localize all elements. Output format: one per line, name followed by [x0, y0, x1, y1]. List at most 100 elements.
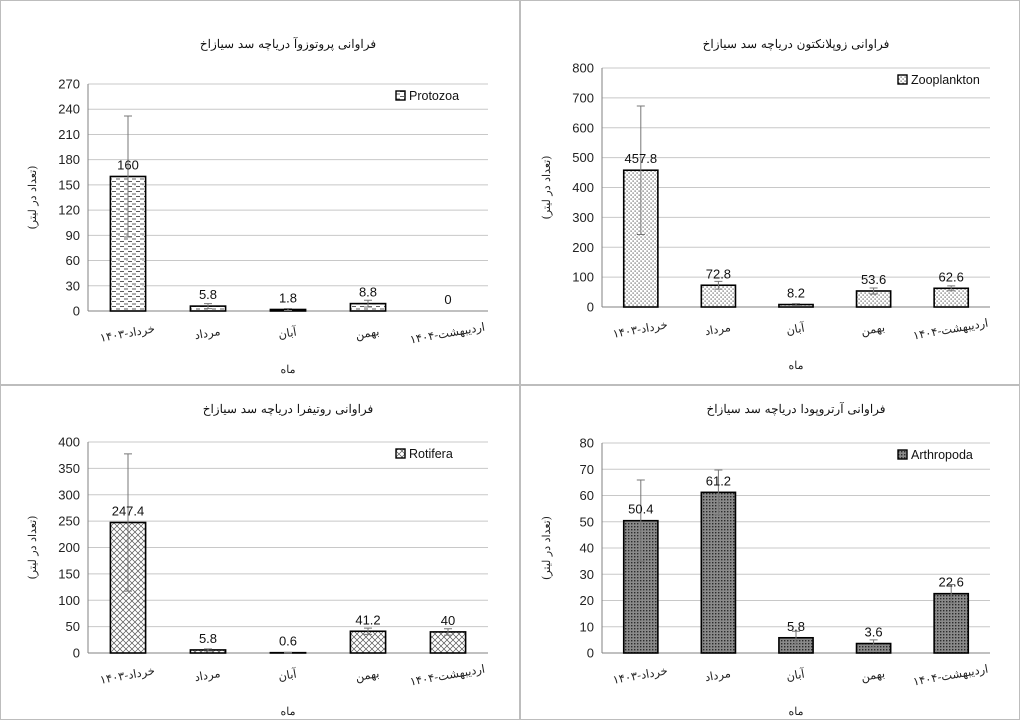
arthropoda-chart-svg: فراوانی آرتروپودا دریاچه سد سیازاخ 0 10 20 3… [520, 385, 1020, 720]
protozoa-chart-panel: فراوانی پروتوزوآ دریاچه سد سیازاخ 0 30 60 90… [0, 0, 520, 385]
x-tick-label: بهمن [354, 666, 380, 684]
legend-label: Rotifera [409, 447, 453, 461]
y-tick-label: 250 [58, 514, 80, 529]
error-bar [714, 469, 723, 516]
y-tick-label: 600 [572, 120, 594, 135]
zooplankton-chart-panel: فراوانی زوپلانکتون دریاچه سد سیازاخ 0 100 2… [520, 0, 1020, 385]
legend-swatch [395, 448, 406, 459]
y-axis-title: (تعداد در لیتر) [26, 516, 39, 580]
y-tick-label: 20 [580, 593, 594, 608]
arthropoda-chart-panel: فراوانی آرتروپودا دریاچه سد سیازاخ 0 10 20 3… [520, 385, 1020, 720]
error-bar [947, 285, 956, 292]
y-tick-label: 30 [66, 278, 80, 293]
x-tick-label: مرداد [704, 320, 732, 338]
y-tick-label: 100 [58, 593, 80, 608]
y-tick-label: 0 [73, 646, 80, 661]
data-label: 0.6 [279, 634, 297, 649]
x-tick-label: بهمن [354, 324, 380, 342]
error-bar [444, 628, 452, 636]
data-label: 53.6 [861, 272, 886, 287]
error-bar [792, 303, 800, 306]
y-tick-label: 180 [58, 152, 80, 167]
error-bar [364, 627, 372, 635]
data-label: 61.2 [706, 473, 731, 488]
error-bar [204, 648, 212, 652]
y-tick-label: 500 [572, 150, 594, 165]
y-tick-label: 400 [58, 435, 80, 450]
x-tick-label: اردیبهشت-۱۴۰۴ [912, 662, 989, 689]
rotifera-chart-panel: فراوانی روتیفرا دریاچه سد سیازاخ 0 50 100 15… [0, 385, 520, 720]
x-axis-title: ماه [788, 705, 803, 718]
y-tick-label: 40 [580, 541, 594, 556]
y-tick-label: 270 [58, 77, 80, 92]
y-tick-label: 50 [66, 619, 80, 634]
x-tick-label: اردیبهشت-۱۴۰۴ [409, 662, 486, 689]
y-tick-label: 120 [58, 203, 80, 218]
data-label: 1.8 [279, 290, 297, 305]
chart-title: فراوانی آرتروپودا دریاچه سد سیازاخ [706, 401, 885, 416]
data-label: 5.8 [787, 619, 805, 634]
legend-swatch [897, 74, 908, 85]
y-tick-label: 700 [572, 90, 594, 105]
error-bar [284, 307, 292, 311]
data-label: 41.2 [355, 612, 380, 627]
legend-label: Arthropoda [911, 448, 973, 462]
y-tick-label: 800 [572, 61, 594, 76]
zooplankton-chart-svg: فراوانی زوپلانکتون دریاچه سد سیازاخ 0 100 2… [520, 0, 1020, 385]
y-tick-label: 100 [572, 270, 594, 285]
error-bar [636, 105, 645, 235]
y-tick-label: 300 [572, 210, 594, 225]
error-bar [284, 651, 292, 654]
chart-title: فراوانی زوپلانکتون دریاچه سد سیازاخ [703, 37, 890, 51]
y-tick-label: 0 [73, 304, 80, 319]
data-label: 0 [444, 292, 451, 307]
y-axis-title: (تعداد در لیتر) [540, 516, 553, 580]
error-bar [364, 299, 372, 308]
error-bar [869, 639, 878, 648]
bar-arthropoda-1 [700, 491, 737, 654]
data-label: 247.4 [112, 503, 145, 518]
x-axis-title: ماه [788, 359, 803, 372]
data-label: 8.8 [359, 285, 377, 300]
data-label: 160 [117, 157, 139, 172]
x-tick-label: آبان [277, 665, 298, 683]
rotifera-chart-svg: فراوانی روتیفرا دریاچه سد سیازاخ 0 50 100 15… [0, 385, 520, 720]
data-label: 5.8 [199, 287, 217, 302]
y-tick-label: 150 [58, 177, 80, 192]
y-tick-label: 0 [587, 646, 594, 661]
x-tick-label: مرداد [193, 666, 221, 684]
y-tick-label: 90 [66, 228, 80, 243]
y-axis-title: (تعداد در لیتر) [540, 156, 553, 220]
x-tick-label: بهمن [860, 666, 886, 684]
y-tick-label: 240 [58, 102, 80, 117]
data-label: 50.4 [628, 502, 653, 517]
data-label: 3.6 [865, 625, 883, 640]
legend-swatch [897, 449, 908, 460]
y-tick-label: 0 [587, 300, 594, 315]
y-tick-label: 300 [58, 487, 80, 502]
data-label: 62.6 [939, 269, 964, 284]
x-tick-label: آبان [785, 665, 806, 683]
legend-swatch [395, 90, 406, 101]
x-tick-label: بهمن [860, 320, 886, 338]
panel-border [0, 0, 520, 385]
y-tick-label: 150 [58, 566, 80, 581]
error-bar [714, 280, 723, 290]
y-tick-label: 70 [580, 462, 594, 477]
x-axis-title: ماه [280, 363, 295, 376]
y-tick-label: 60 [580, 488, 594, 503]
data-label: 8.2 [787, 286, 805, 301]
error-bar [869, 287, 878, 295]
y-tick-label: 210 [58, 127, 80, 142]
chart-title: فراوانی روتیفرا دریاچه سد سیازاخ [203, 402, 374, 416]
data-label: 40 [441, 613, 455, 628]
y-tick-label: 350 [58, 461, 80, 476]
y-tick-label: 10 [580, 619, 594, 634]
data-label: 72.8 [706, 266, 731, 281]
data-label: 457.8 [625, 151, 658, 166]
x-tick-label: خرداد-۱۴۰۳ [612, 317, 669, 340]
x-tick-label: آبان [785, 319, 806, 337]
error-bar [636, 479, 645, 562]
x-tick-label: مرداد [704, 666, 732, 684]
data-label: 5.8 [199, 631, 217, 646]
